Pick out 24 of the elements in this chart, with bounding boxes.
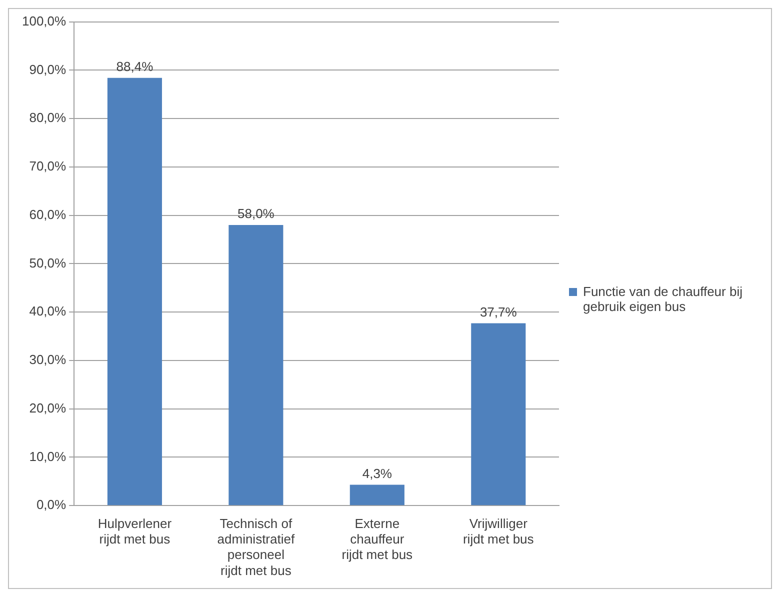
- data-label: 88,4%: [116, 59, 154, 74]
- y-tick-label: 70,0%: [29, 158, 67, 174]
- y-tick-label: 100,0%: [22, 13, 67, 28]
- x-tick-label: Hulpverlener rijdt met bus: [98, 516, 172, 547]
- y-tick-label: 20,0%: [29, 400, 67, 416]
- bar: [471, 323, 526, 506]
- x-tick-label: Vrijwilliger rijdt met bus: [462, 516, 534, 547]
- y-tick-label: 60,0%: [29, 206, 67, 222]
- x-tick-label: Technisch of administratief personeel rijdt met bus: [217, 516, 295, 578]
- y-tick-label: 40,0%: [29, 304, 67, 319]
- y-tick-label: 10,0%: [29, 448, 67, 464]
- y-tick-label: 30,0%: [29, 352, 67, 368]
- y-tick-label: 0,0%: [36, 497, 67, 512]
- y-tick-label: 90,0%: [29, 62, 67, 77]
- data-label: 58,0%: [237, 206, 275, 222]
- legend-label: Functie van de chauffeur bij gebruik eigen bus: [583, 284, 744, 314]
- x-tick-label: Externe chauffeur rijdt met bus: [342, 516, 414, 562]
- bar: [228, 224, 284, 506]
- data-label: 37,7%: [480, 304, 518, 320]
- y-tick-label: 80,0%: [29, 110, 67, 126]
- y-tick-label: 50,0%: [29, 255, 67, 270]
- bar: [107, 78, 162, 506]
- bar: [350, 484, 404, 506]
- data-label: 4,3%: [362, 466, 392, 481]
